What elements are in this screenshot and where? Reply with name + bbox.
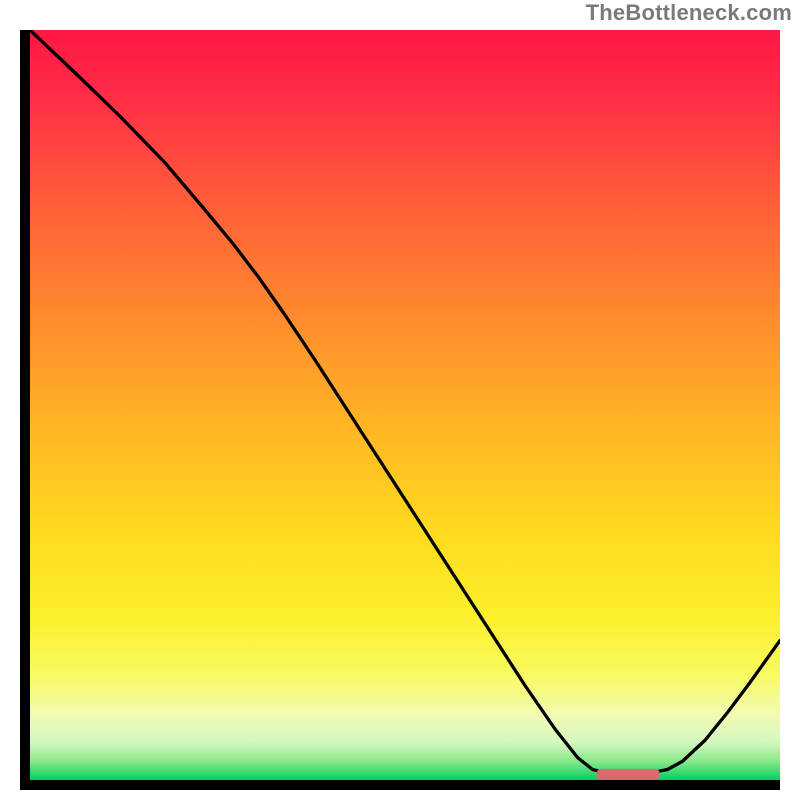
chart-svg [20, 30, 780, 790]
plot-area [30, 30, 780, 780]
optimal-range-marker [596, 769, 660, 780]
watermark-text: TheBottleneck.com [586, 0, 792, 26]
chart-frame [20, 30, 780, 790]
gradient-background [30, 30, 780, 780]
